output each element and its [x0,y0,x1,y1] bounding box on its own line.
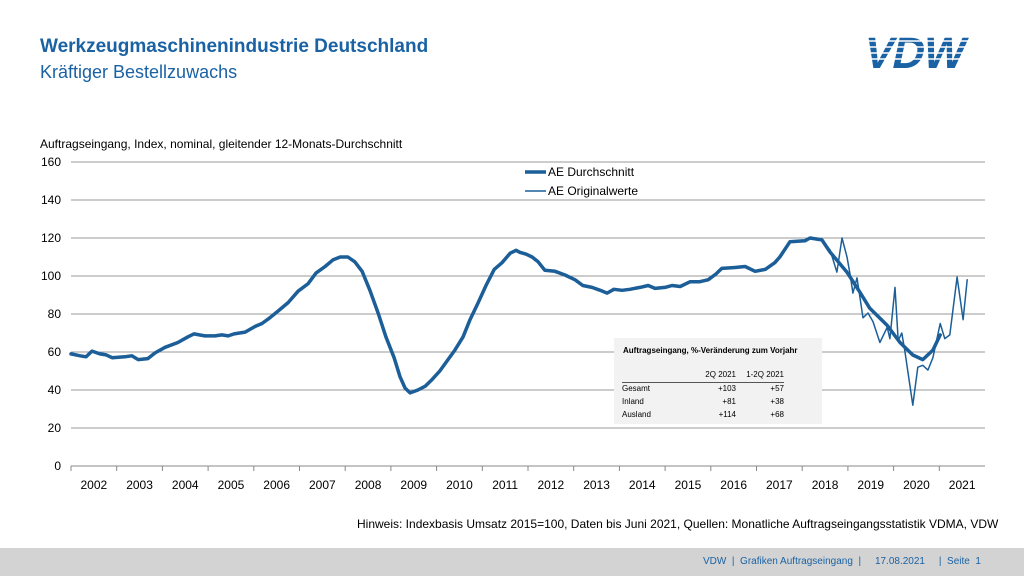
footer-text: VDW | Grafiken Auftragseingang | 17.08.2… [703,556,981,567]
legend-label: AE Durchschnitt [548,165,635,179]
table-cell: Gesamt [622,384,651,393]
x-tick-label: 2005 [218,478,245,492]
vdw-logo: VDW [858,30,988,74]
table-row: Inland +81 +38 [622,396,784,409]
page-subtitle: Kräftiger Bestellzuwachs [40,62,238,82]
y-tick-label: 80 [48,307,62,321]
svg-text:VDW: VDW [860,30,971,74]
table-title: Auftragseingang, %-Veränderung zum Vorja… [623,346,798,355]
x-tick-label: 2021 [949,478,976,492]
y-tick-label: 120 [41,231,61,245]
footer-bar: VDW | Grafiken Auftragseingang | 17.08.2… [0,548,1024,576]
x-tick-label: 2002 [80,478,107,492]
table-cell: +81 [722,397,736,406]
x-tick-label: 2010 [446,478,473,492]
y-tick-label: 140 [41,193,61,207]
x-tick-label: 2008 [355,478,382,492]
page-title: Werkzeugmaschinenindustrie Deutschland [40,36,429,57]
series-line-originalwerte [811,237,968,406]
table-cell: +68 [770,410,784,419]
x-tick-label: 2003 [126,478,153,492]
x-tick-label: 2006 [263,478,290,492]
x-tick-label: 2012 [537,478,564,492]
x-tick-label: 2017 [766,478,793,492]
series-line-durchschnitt [69,236,942,395]
table-row: Gesamt +103 +57 [622,383,784,397]
x-tick-label: 2016 [720,478,747,492]
y-tick-label: 40 [48,383,62,397]
x-tick-label: 2014 [629,478,656,492]
table-cell: Ausland [622,410,651,419]
x-tick-label: 2009 [400,478,427,492]
x-tick-label: 2007 [309,478,336,492]
change-table: Auftragseingang, %-Veränderung zum Vorja… [614,338,822,424]
x-tick-label: 2019 [857,478,884,492]
y-tick-label: 60 [48,345,62,359]
x-tick-label: 2011 [492,478,518,492]
table-cell: Inland [622,397,644,406]
x-tick-label: 2004 [172,478,199,492]
table-header [622,369,684,383]
table-cell: +57 [770,384,784,393]
source-note: Hinweis: Indexbasis Umsatz 2015=100, Dat… [357,517,999,531]
y-axis-label: Auftragseingang, Index, nominal, gleiten… [40,137,403,151]
x-tick-label: 2020 [903,478,930,492]
table-cell: +38 [770,397,784,406]
x-tick-label: 2015 [675,478,702,492]
table-header: 2Q 2021 [684,369,736,383]
x-tick-label: 2013 [583,478,610,492]
table-header: 1-2Q 2021 [736,369,784,383]
line-chart: 0 20 40 60 80 100 120 140 160 2002 2003 2004 2005 200… [41,155,985,492]
table-cell: +103 [717,384,736,393]
table-row: Ausland +114 +68 [622,409,784,422]
y-tick-label: 100 [41,269,61,283]
legend-label: AE Originalwerte [548,184,638,198]
table-cell: +114 [718,410,736,419]
y-tick-label: 0 [54,459,61,473]
y-tick-label: 160 [41,155,61,169]
x-tick-label: 2018 [812,478,839,492]
y-tick-label: 20 [48,421,62,435]
